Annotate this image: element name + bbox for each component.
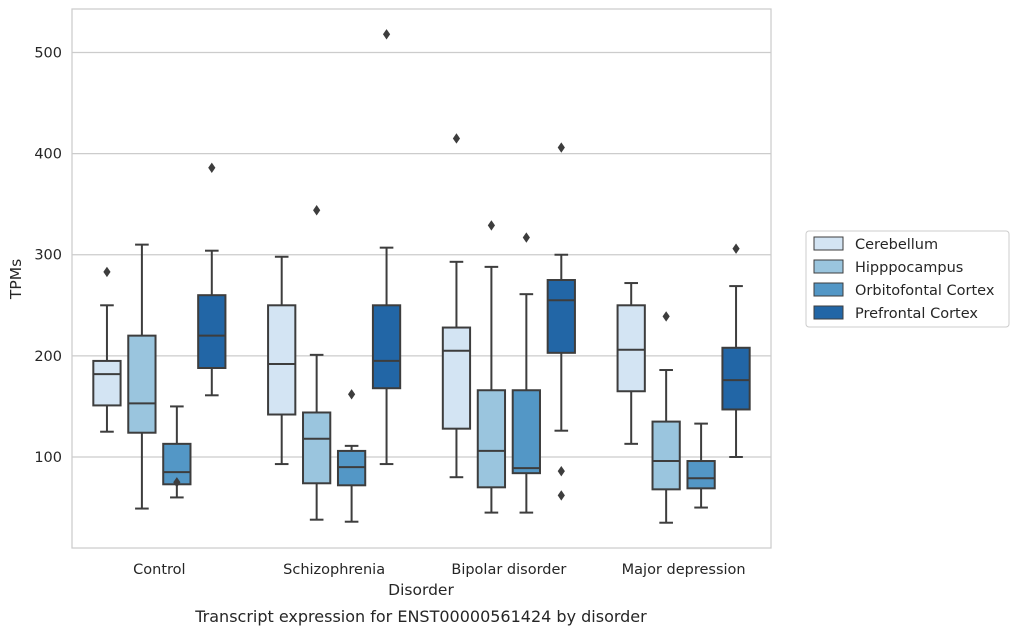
box-body [546, 279, 576, 354]
legend-entry-label: Prefrontal Cortex [855, 306, 978, 322]
legend-frame [805, 230, 1010, 328]
outlier-point [103, 266, 111, 278]
box-body [511, 389, 541, 475]
x-tick-label: Schizophrenia [283, 562, 385, 578]
outlier-point [208, 162, 216, 173]
box-orbitofontal-cortex [336, 389, 367, 523]
box-body [336, 449, 367, 487]
box-hipppocampus [476, 220, 507, 514]
box-prefrontal-cortex [197, 162, 227, 397]
box-prefrontal-cortex [546, 142, 576, 501]
box-body [651, 420, 681, 491]
box-body [127, 334, 157, 434]
legend-entry-label: Orbitofontal Cortex [855, 283, 995, 299]
outlier-point [732, 243, 740, 254]
box-body [371, 304, 402, 390]
outlier-point [348, 389, 356, 400]
y-tick-label: 300 [34, 248, 62, 264]
outlier-point [662, 311, 670, 322]
box-body [197, 294, 227, 369]
outlier-point [452, 133, 461, 144]
box-cerebellum [616, 282, 646, 445]
y-axis-ticks: 100 200 300 400 500 [34, 45, 62, 466]
box-body [616, 304, 646, 393]
box-body [721, 346, 751, 411]
outlier-point [173, 477, 181, 488]
y-tick-label: 500 [34, 45, 62, 61]
box-groups [92, 29, 751, 524]
box-body [92, 359, 122, 407]
plot-area-frame [71, 8, 772, 549]
box-hipppocampus [127, 243, 157, 510]
box-prefrontal-cortex [721, 243, 751, 458]
box-body [302, 411, 332, 485]
box-body [476, 389, 507, 489]
chart-caption: Transcript expression for ENST0000056142… [194, 607, 647, 626]
legend-entry-label: Cerebellum [855, 237, 938, 253]
outlier-point [557, 490, 565, 501]
box-body [686, 460, 716, 490]
outlier-point [382, 29, 391, 40]
box-hipppocampus [651, 311, 681, 524]
x-tick-label: Major depression [622, 562, 746, 578]
y-tick-label: 400 [34, 147, 62, 163]
legend-swatch [813, 305, 844, 320]
outlier-point [313, 205, 321, 216]
x-axis-label: Disorder [388, 581, 454, 599]
legend: Cerebellum Hipppocampus Orbitofontal Corte… [805, 230, 1010, 328]
legend-swatch [813, 282, 844, 297]
box-cerebellum [267, 255, 297, 466]
box-body [441, 326, 472, 430]
y-axis-label: TPMs [7, 259, 25, 300]
outlier-point [522, 232, 530, 243]
legend-swatch [813, 236, 844, 251]
box-cerebellum [441, 133, 472, 479]
box-body [267, 304, 297, 416]
legend-entry-label: Hipppocampus [855, 260, 963, 276]
outlier-point [557, 142, 565, 153]
box-orbitofontal-cortex [511, 232, 541, 514]
outlier-point [487, 220, 495, 231]
box-prefrontal-cortex [371, 29, 402, 466]
x-tick-label: Control [133, 562, 185, 578]
box-orbitofontal-cortex [162, 405, 192, 499]
x-tick-label: Bipolar disorder [451, 562, 566, 578]
y-tick-label: 200 [34, 349, 62, 365]
y-tick-label: 100 [34, 450, 62, 466]
box-orbitofontal-cortex [686, 422, 716, 509]
box-cerebellum [92, 266, 122, 433]
x-axis-ticks: Control Schizophrenia Bipolar disorder Majo… [133, 562, 745, 578]
legend-swatch [813, 259, 844, 274]
outlier-point [557, 465, 565, 477]
box-hipppocampus [302, 205, 332, 521]
